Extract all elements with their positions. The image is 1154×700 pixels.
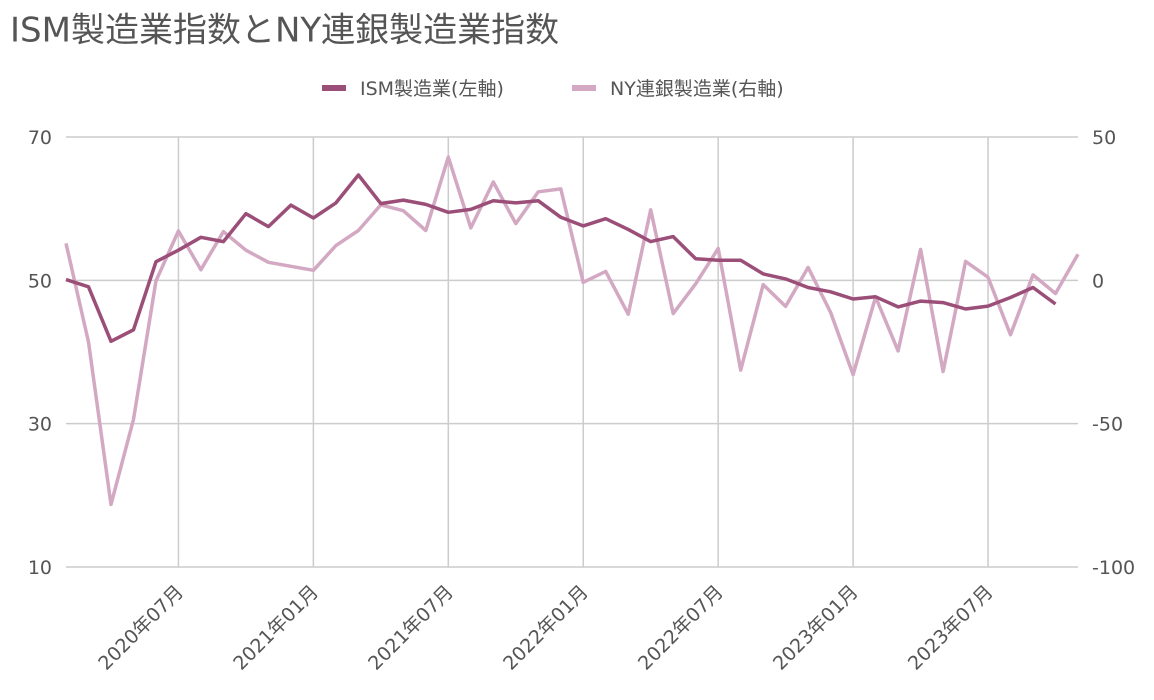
y2-tick-label: 0	[1092, 270, 1104, 292]
legend-label: ISM製造業(左軸)	[360, 78, 504, 100]
y-tick-label: 30	[28, 414, 52, 436]
series-line	[64, 155, 1080, 507]
x-tick-label: 2022年01月	[499, 581, 593, 675]
y2-tick-label: -100	[1092, 557, 1135, 579]
x-tick-label: 2021年01月	[229, 581, 323, 675]
x-tick-label: 2023年07月	[904, 581, 998, 675]
chart-title: ISM製造業指数とNY連銀製造業指数	[10, 11, 559, 51]
series-line	[65, 173, 1057, 344]
x-tick-label: 2023年01月	[769, 581, 863, 675]
y2-tick-label: -50	[1092, 414, 1123, 436]
x-tick-label: 2020年07月	[94, 581, 188, 675]
x-tick-label: 2021年07月	[364, 581, 458, 675]
x-tick-label: 2022年07月	[634, 581, 728, 675]
y-tick-label: 50	[28, 270, 52, 292]
y2-tick-label: 50	[1092, 127, 1116, 149]
y-tick-label: 70	[28, 127, 52, 149]
y-tick-label: 10	[28, 557, 52, 579]
legend-label: NY連銀製造業(右軸)	[610, 78, 784, 100]
